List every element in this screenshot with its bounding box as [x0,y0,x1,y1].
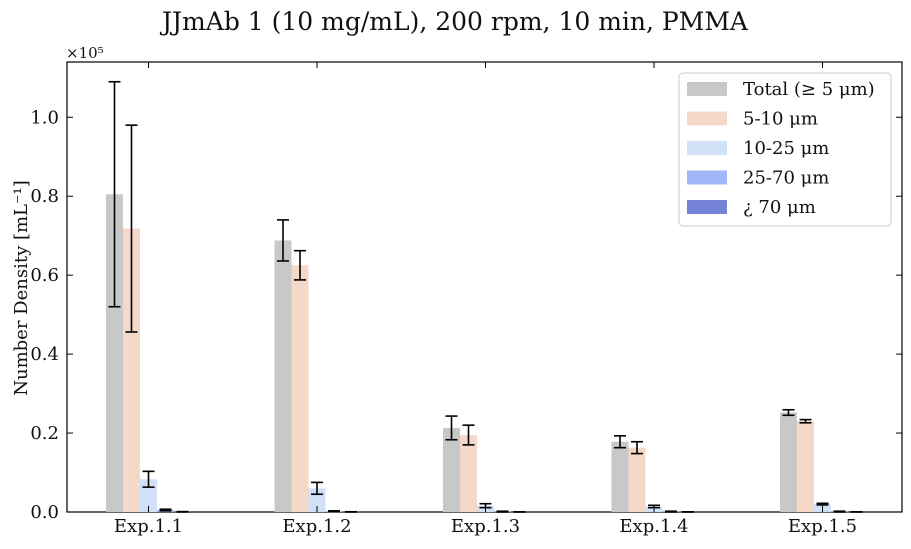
legend-label-1: Total (≥ 5 μm) [743,79,875,100]
x-tick-label: Exp.1.5 [788,516,857,537]
chart-title: JJmAb 1 (10 mg/mL), 200 rpm, 10 min, PMM… [159,7,749,36]
y-tick-label: 0.6 [30,265,59,286]
y-tick-label: 1.0 [30,107,59,128]
bar-2-exp-1-5 [797,421,814,512]
bar-1-exp-1-4 [612,442,629,512]
bar-2-exp-1-2 [292,265,309,512]
y-axis-label: Number Density [mL⁻¹] [11,180,32,396]
legend-label-2: 5-10 μm [743,109,818,130]
legend-label-3: 10-25 μm [743,138,829,159]
y-axis-multiplier: ×10⁵ [66,44,104,62]
legend-swatch-3 [687,141,727,155]
y-tick-label: 0.0 [30,502,59,523]
x-tick-label: Exp.1.3 [451,516,520,537]
legend-swatch-2 [687,112,727,126]
y-tick-label: 0.2 [30,423,59,444]
legend: Total (≥ 5 μm) 5-10 μm 10-25 μm 25-70 μm ¿ 7… [679,73,891,226]
bar-2-exp-1-4 [629,448,646,512]
legend-label-4: 25-70 μm [743,168,829,189]
y-tick-label: 0.8 [30,186,59,207]
x-tick-label: Exp.1.1 [114,516,183,537]
bar-2-exp-1-3 [460,435,477,512]
x-tick-label: Exp.1.4 [619,516,688,537]
bar-1-exp-1-5 [780,413,797,512]
legend-swatch-5 [687,200,727,214]
legend-label-5: ¿ 70 μm [743,197,816,218]
legend-swatch-4 [687,171,727,185]
legend-swatch-1 [687,82,727,96]
bar-1-exp-1-2 [275,240,292,512]
x-tick-label: Exp.1.2 [282,516,351,537]
y-tick-label: 0.4 [30,344,59,365]
bars-layer [106,194,865,512]
